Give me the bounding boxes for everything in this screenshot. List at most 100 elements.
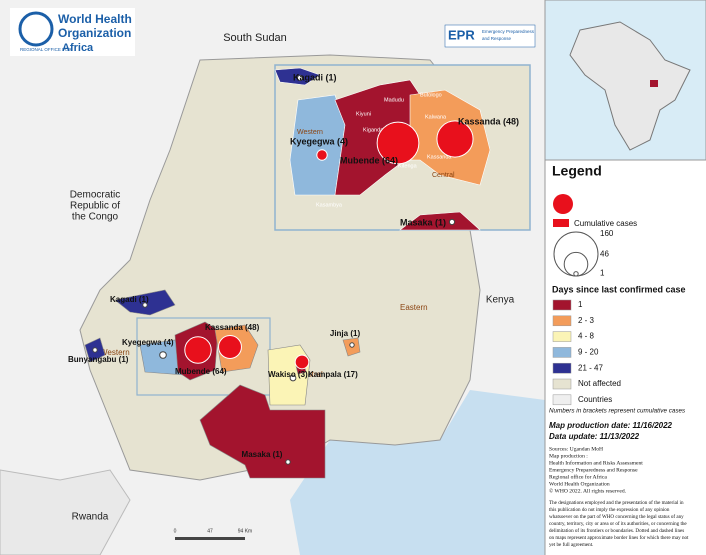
case-circle [142,302,148,308]
inset-case-circle [448,218,456,226]
who-logo: World Health Organization REGIONAL OFFIC… [10,8,135,56]
inset-place: Kassanda [427,154,452,160]
epr-box [444,24,536,48]
district-label: Kagadi (1) [110,295,149,304]
case-circle [289,374,297,382]
inset-case-circle [316,149,328,161]
legend-label: 9 - 20 [578,348,599,357]
logo-box [10,8,135,56]
legend-swatch [553,219,569,227]
logo-emblem [18,11,54,47]
disclaimer-line: this publication do not imply the expres… [549,506,670,513]
district [199,384,326,479]
district-label: Masaka (1) [242,450,283,459]
source-line: World Health Organization [549,481,610,487]
region-label: Central [297,370,323,379]
case-circle [184,336,212,364]
africa [569,21,691,151]
case-circle [285,459,291,465]
inset-place: Western [297,129,323,136]
update-date: Data update: 11/13/2022 [549,432,640,441]
legend-swatch [552,394,572,406]
country-label: Rwanda [72,512,109,523]
inset-case-circle [376,121,420,165]
case-circle [349,342,355,348]
legend-label: 4 - 8 [578,332,595,341]
case-circle [92,347,98,353]
region-name: Africa [62,42,94,54]
inset-place: Kasambya [316,202,343,208]
legend-label: 1 [578,300,583,309]
inset-district-label: Kyegegwa (4) [290,136,348,146]
scale-label: 94 Km [238,528,252,534]
region-label: Western [100,348,130,357]
source-line: Regional office for Africa [549,473,607,480]
epr-title: EPR [448,27,475,42]
region-prefix: REGIONAL OFFICE FOR [20,47,72,52]
lake-victoria [290,390,545,555]
legend-swatch [552,315,572,327]
country-label: Republic of [70,201,120,212]
inset-district-label: Mubende (64) [340,155,398,165]
legend-size-label: 1 [600,269,605,278]
rwanda-area [0,469,131,555]
inset-place: Kitenga [398,163,418,169]
disclaimer-line: delimitation of its frontiers or boundar… [549,527,684,534]
district-label: Kassanda (48) [205,323,260,332]
source-line: Health Information and Risks Assessment [549,459,643,466]
legend-size-label: 160 [600,229,614,238]
disclaimer-line: yet be full agreement. [549,541,593,548]
district-label: Mubende (64) [175,367,227,376]
inset-case-circle [296,74,304,82]
inset-place: Central [432,172,455,179]
country-label: the Congo [72,212,119,223]
inset-case-circle [436,120,474,158]
inset-place: Kiganda [363,127,384,133]
case-circle [159,351,167,359]
case-circle [218,335,242,359]
country-label: South Sudan [223,32,287,44]
inset-district-label: Kagadi (1) [293,72,337,82]
uganda-location [650,80,658,87]
epr-logo: EPR Emergency Preparedness and Response [444,24,536,48]
inset-district [399,211,481,231]
legend-swatch [552,362,572,374]
source-line: Emergency Preparedness and Response [549,467,638,473]
legend-swatch [552,299,572,311]
legend-label: 21 - 47 [578,363,603,372]
legend-size-label: 46 [600,250,609,259]
legend-symbol [553,194,573,214]
district-label: Kyegegwa (4) [122,338,174,347]
disclaimer-line: country, territory, city or area or of i… [549,520,687,527]
district-label: Wakiso (3) [268,370,308,379]
production-date: Map production date: 11/16/2022 [549,421,673,430]
legend-label: Cumulative cases [574,219,637,228]
disclaimer-line: on maps represent approximate border lin… [549,534,689,541]
disclaimer-line: The designations employed and the presen… [549,499,684,506]
legend-title: Legend [552,163,602,179]
legend-size-circle [573,271,579,277]
legend-swatch [552,378,572,390]
inset-district-label: Masaka (1) [400,217,446,227]
scale-label: 47 [207,528,213,534]
epr-subtitle: and Response [482,36,512,41]
inset-place: Kalwana [425,114,447,120]
legend-swatch [552,347,572,358]
legend-swatch [552,331,572,342]
district-label: Jinja (1) [330,329,361,338]
disclaimer-line: whatsoever on the part of WHO concerning… [549,513,684,520]
district-label: Kampala (17) [308,370,358,379]
legend-label: Countries [578,395,612,404]
source-line: Map production : [549,453,588,459]
case-circle [294,354,310,370]
org-name: Organization [58,26,131,40]
note: Numbers in brackets represent cumulative… [549,408,686,415]
inset-place: Kiyuni [356,111,371,117]
scale-bar [175,537,245,540]
epr-subtitle: Emergency Preparedness [482,29,535,34]
region-label: Eastern [400,303,428,312]
source-line: Sources: Ugandan MoH [549,446,603,452]
inset-place: Madudu [384,97,404,103]
district-label: Bunyangabu (1) [68,355,129,364]
